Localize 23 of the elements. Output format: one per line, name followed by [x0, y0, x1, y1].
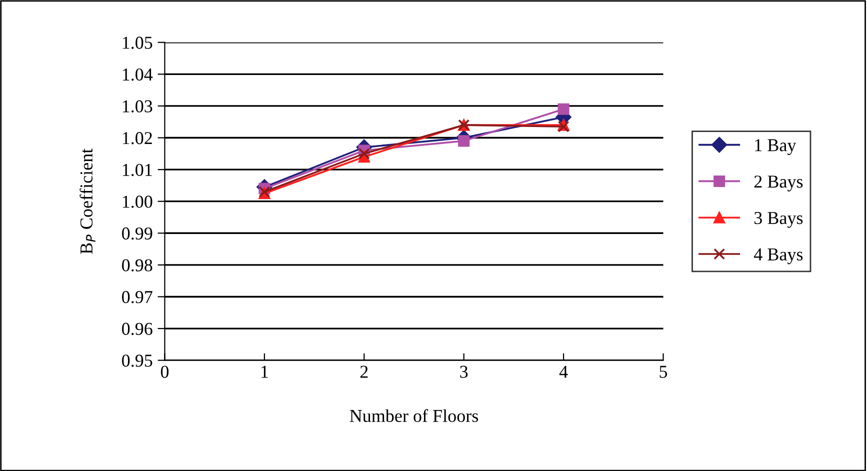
y-tick-label: 0.98 — [122, 259, 152, 272]
x-tick-label: 3 — [460, 366, 468, 378]
y-tick-label: 1.03 — [122, 100, 152, 112]
x-tick-label: 1 — [262, 366, 268, 378]
x-axis-title: Number of Floors — [350, 409, 478, 422]
y-tick-label: 1.05 — [122, 36, 152, 49]
y-tick-label: 1.01 — [122, 164, 152, 176]
y-tick-label: 1.00 — [122, 196, 152, 208]
legend-label: 3 Bays — [754, 212, 803, 228]
y-tick-label: 1.04 — [122, 68, 153, 81]
legend-label: 2 Bays — [754, 176, 803, 192]
y-tick-label: 0.95 — [122, 354, 152, 367]
y-tick-label: 0.99 — [122, 227, 152, 240]
y-tick-label: 0.97 — [122, 290, 152, 304]
y-axis-title: B$_{P}$ Coefficient — [80, 148, 96, 254]
x-tick-label: 2 — [360, 366, 368, 378]
x-tick-label: 4 — [559, 366, 568, 378]
legend-label: 4 Bays — [754, 248, 803, 264]
x-tick-label: 0 — [160, 366, 169, 378]
legend-label: 1 Bay — [755, 139, 796, 156]
y-tick-label: 1.02 — [122, 132, 152, 144]
x-tick-label: 5 — [660, 366, 668, 378]
y-tick-label: 0.96 — [122, 322, 152, 336]
